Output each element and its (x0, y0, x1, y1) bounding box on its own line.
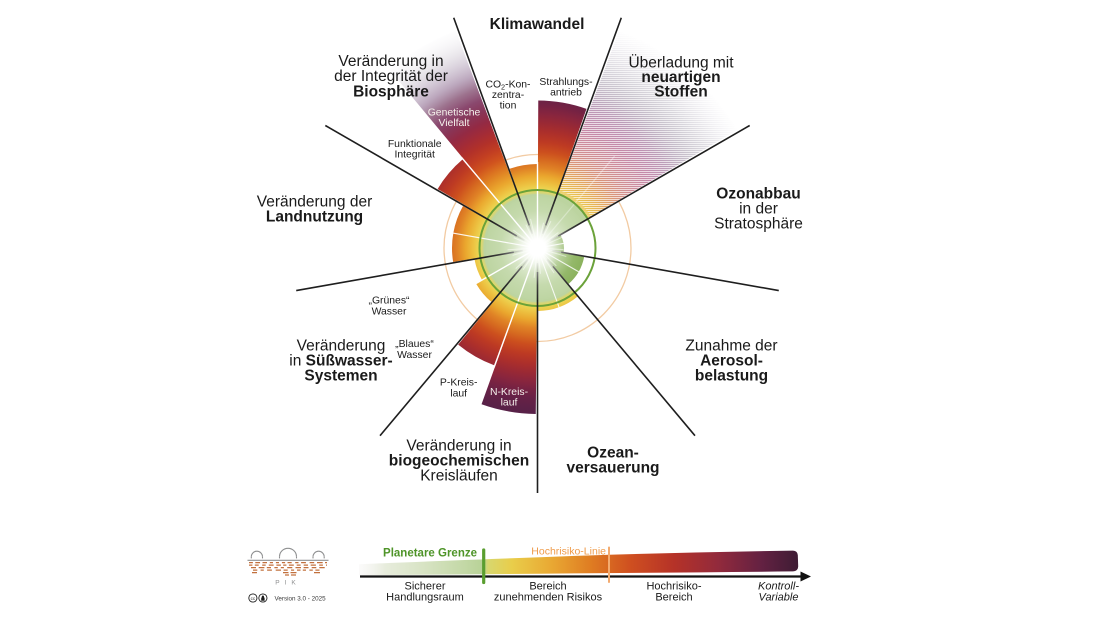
svg-text:in der: in der (739, 201, 778, 218)
svg-text:Version 3.0 - 2025: Version 3.0 - 2025 (275, 595, 327, 602)
svg-text:in Süßwasser-: in Süßwasser- (289, 353, 392, 370)
svg-text:Landnutzung: Landnutzung (266, 209, 363, 226)
svg-text:Aerosol-: Aerosol- (700, 353, 763, 370)
svg-text:tion: tion (500, 101, 517, 112)
svg-text:Bereich: Bereich (529, 581, 566, 593)
svg-text:„Blaues“: „Blaues“ (395, 339, 434, 350)
svg-text:CO2-Kon-: CO2-Kon- (485, 80, 530, 92)
svg-text:Biosphäre: Biosphäre (353, 84, 429, 101)
svg-text:cc: cc (251, 596, 256, 601)
svg-text:Planetare Grenze: Planetare Grenze (383, 548, 477, 560)
svg-text:Ozean-: Ozean- (587, 445, 639, 462)
svg-text:Kontroll-: Kontroll- (758, 581, 799, 593)
svg-text:Systemen: Systemen (304, 368, 377, 385)
svg-text:Stratosphäre: Stratosphäre (714, 216, 803, 233)
svg-text:P-Kreis-: P-Kreis- (440, 378, 478, 389)
svg-text:Bereich: Bereich (655, 592, 692, 604)
svg-text:Veränderung der: Veränderung der (257, 194, 372, 211)
svg-text:Funktionale: Funktionale (388, 139, 442, 150)
svg-text:Variable: Variable (759, 592, 799, 604)
svg-text:Handlungsraum: Handlungsraum (386, 592, 464, 604)
svg-text:„Grünes“: „Grünes“ (369, 296, 411, 307)
svg-text:Genetische: Genetische (428, 108, 481, 119)
svg-text:der Integrität der: der Integrität der (334, 68, 448, 85)
svg-text:Vielfalt: Vielfalt (439, 118, 470, 129)
svg-text:lauf: lauf (450, 389, 467, 400)
svg-text:Zunahme der: Zunahme der (685, 338, 777, 355)
svg-text:Überladung mit: Überladung mit (628, 54, 734, 72)
svg-text:Wasser: Wasser (372, 307, 407, 318)
svg-text:Strahlungs-: Strahlungs- (539, 77, 592, 88)
svg-text:Integrität: Integrität (394, 150, 435, 161)
svg-text:lauf: lauf (501, 398, 518, 409)
svg-text:biogeochemischen: biogeochemischen (389, 453, 529, 470)
svg-text:zentra-: zentra- (492, 90, 524, 101)
svg-text:neuartigen: neuartigen (641, 69, 720, 86)
svg-text:Veränderung: Veränderung (297, 338, 386, 355)
svg-text:zunehmenden Risikos: zunehmenden Risikos (494, 592, 603, 604)
svg-text:Hochrisiko-Linie: Hochrisiko-Linie (531, 546, 606, 558)
svg-text:Stoffen: Stoffen (654, 84, 707, 101)
svg-text:antrieb: antrieb (550, 88, 582, 99)
svg-text:Veränderung in: Veränderung in (338, 53, 443, 70)
svg-text:Hochrisiko-: Hochrisiko- (646, 581, 701, 593)
svg-text:versauerung: versauerung (566, 460, 659, 477)
svg-text:Klimawandel: Klimawandel (490, 16, 585, 33)
svg-text:Wasser: Wasser (397, 350, 432, 361)
svg-text:Kreisläufen: Kreisläufen (420, 468, 498, 485)
svg-text:belastung: belastung (695, 368, 768, 385)
svg-text:N-Kreis-: N-Kreis- (490, 387, 528, 398)
svg-text:Sicherer: Sicherer (405, 581, 446, 593)
svg-text:Veränderung in: Veränderung in (406, 438, 511, 455)
svg-text:PIK: PIK (275, 580, 300, 587)
svg-text:Ozonabbau: Ozonabbau (716, 186, 800, 203)
